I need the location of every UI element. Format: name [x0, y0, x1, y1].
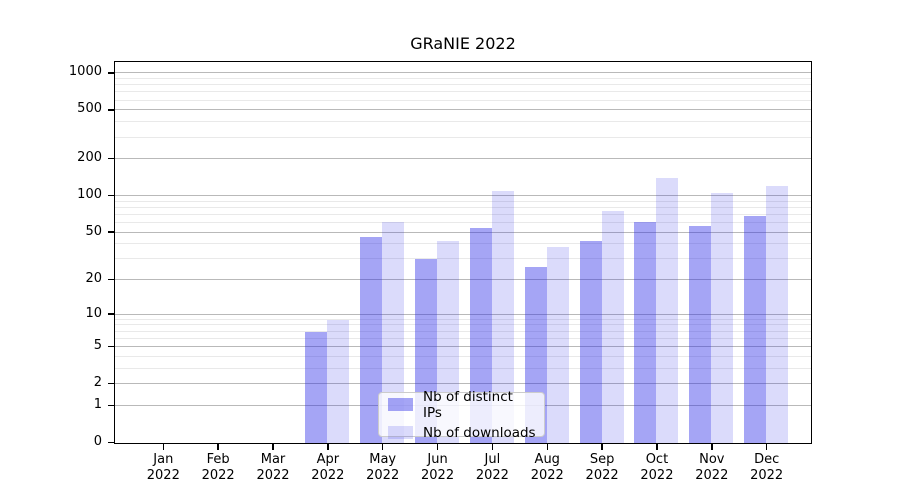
gridline-major	[115, 109, 811, 111]
gridline-minor	[115, 200, 811, 202]
bar-downloads-12	[766, 186, 789, 443]
x-tick-mark	[491, 444, 494, 450]
legend: Nb of distinct IPs Nb of downloads	[378, 389, 545, 441]
bar-downloads-10	[656, 178, 679, 443]
x-tick-label: Jun 2022	[421, 452, 455, 483]
bar-distinct-ips-11	[689, 225, 712, 443]
y-tick-mark	[107, 278, 114, 281]
x-tick-label: Feb 2022	[201, 452, 235, 483]
gridline-minor	[115, 84, 811, 86]
gridline-major	[115, 279, 811, 281]
x-tick-mark	[546, 444, 548, 450]
x-tick-mark	[217, 444, 219, 450]
y-tick-label: 500	[77, 101, 102, 117]
y-tick-label: 1000	[68, 64, 102, 80]
gridline-minor	[115, 355, 811, 357]
gridline-minor	[115, 99, 811, 101]
x-tick-mark	[656, 444, 658, 450]
gridline-minor	[115, 206, 811, 208]
legend-item: Nb of downloads	[388, 425, 536, 441]
bar-distinct-ips-12	[744, 216, 767, 443]
y-tick-mark	[107, 382, 114, 385]
x-tick-label: Mar 2022	[256, 452, 290, 483]
legend-swatch-distinct-ips	[388, 398, 413, 411]
x-tick-mark	[162, 444, 165, 450]
x-tick-label: Dec 2022	[750, 452, 784, 483]
legend-label: Nb of distinct IPs	[423, 388, 513, 421]
x-tick-mark	[765, 444, 768, 450]
gridline-minor	[115, 258, 811, 260]
bar-downloads-7	[491, 191, 514, 443]
bar-distinct-ips-4	[305, 331, 328, 443]
gridline-minor	[115, 121, 811, 123]
x-tick-label: Jan 2022	[146, 452, 180, 483]
x-tick-label: Oct 2022	[640, 452, 674, 483]
y-tick-mark	[107, 231, 114, 233]
bar-distinct-ips-5	[360, 237, 383, 443]
gridline-minor	[115, 222, 811, 224]
gridline-minor	[115, 337, 811, 339]
y-tick-mark	[107, 109, 114, 111]
x-tick-mark	[272, 444, 274, 450]
plot-area: Nb of distinct IPs Nb of downloads	[114, 61, 812, 444]
gridline-minor	[115, 243, 811, 245]
gridline-minor	[115, 367, 811, 369]
gridline-major	[115, 195, 811, 197]
x-tick-mark	[601, 444, 603, 450]
y-tick-mark	[107, 72, 114, 74]
gridline-minor	[115, 136, 811, 138]
y-tick-label: 1	[93, 396, 102, 412]
legend-label: Nb of downloads	[423, 424, 536, 441]
bar-downloads-5	[382, 222, 405, 443]
gridline-major	[115, 346, 811, 348]
y-tick-label: 20	[85, 271, 102, 287]
bar-downloads-11	[711, 193, 734, 443]
x-tick-mark	[327, 444, 329, 450]
bar-downloads-9	[601, 211, 624, 443]
y-tick-label: 10	[85, 305, 102, 321]
y-tick-mark	[107, 345, 114, 348]
x-tick-label: Sep 2022	[585, 452, 619, 483]
y-tick-mark	[107, 313, 114, 315]
y-tick-mark	[107, 157, 114, 160]
bar-distinct-ips-9	[579, 240, 602, 443]
gridline-major	[115, 72, 811, 74]
gridline-minor	[115, 330, 811, 332]
x-tick-label: Jul 2022	[475, 452, 509, 483]
y-tick-label: 2	[93, 375, 102, 391]
y-tick-label: 100	[77, 187, 102, 203]
gridline-major	[115, 158, 811, 160]
y-tick-label: 0	[93, 434, 102, 449]
gridline-minor	[115, 213, 811, 215]
x-tick-mark	[711, 444, 713, 450]
y-tick-mark	[107, 441, 114, 444]
gridline-major	[115, 313, 811, 315]
y-tick-mark	[107, 194, 114, 197]
y-tick-label: 200	[77, 150, 102, 166]
x-tick-label: May 2022	[366, 452, 400, 483]
bar-distinct-ips-10	[634, 222, 657, 443]
gridline-major	[115, 383, 811, 385]
gridline-minor	[115, 91, 811, 93]
y-tick-label: 5	[93, 338, 102, 354]
legend-swatch-downloads	[388, 426, 413, 439]
y-tick-label: 50	[85, 223, 102, 239]
y-tick-mark	[107, 404, 114, 407]
bar-distinct-ips-7	[469, 227, 492, 443]
x-tick-label: Aug 2022	[530, 452, 564, 483]
chart-title: GRaNIE 2022	[410, 34, 516, 53]
x-tick-mark	[436, 444, 439, 450]
bar-downloads-4	[327, 319, 350, 443]
gridline-minor	[115, 318, 811, 320]
x-tick-label: Nov 2022	[695, 452, 729, 483]
gridline-minor	[115, 324, 811, 326]
gridline-major	[115, 231, 811, 233]
x-tick-label: Apr 2022	[311, 452, 345, 483]
gridline-minor	[115, 77, 811, 79]
legend-item: Nb of distinct IPs	[388, 389, 536, 421]
bar-downloads-8	[546, 246, 569, 443]
x-tick-mark	[381, 444, 384, 450]
